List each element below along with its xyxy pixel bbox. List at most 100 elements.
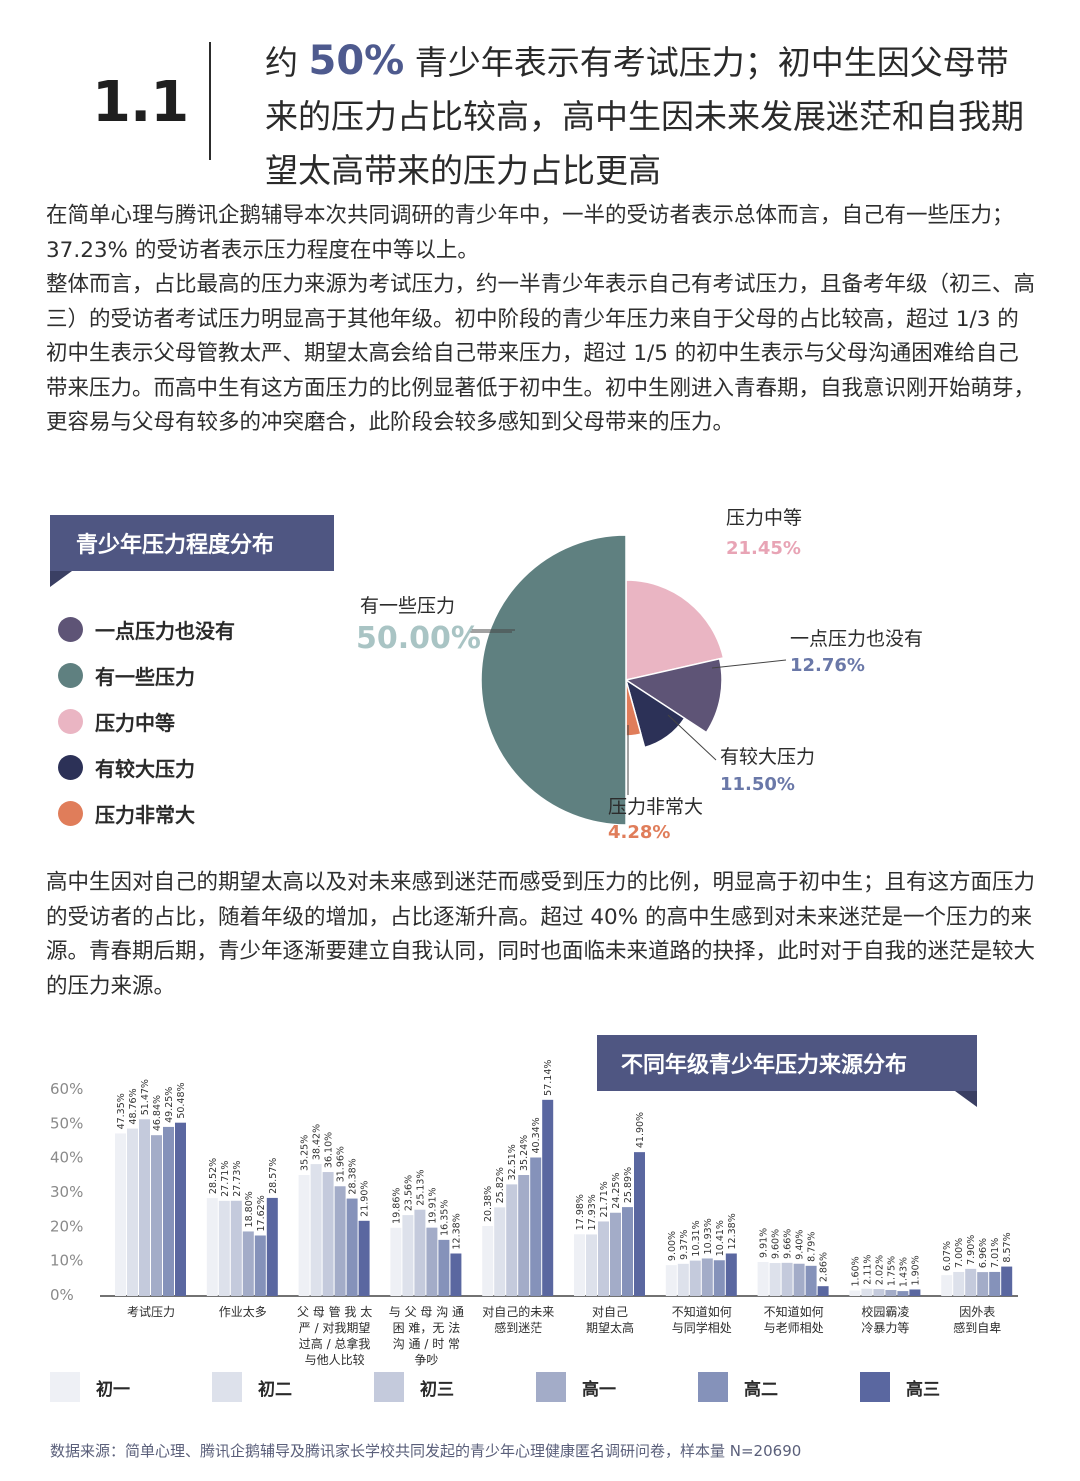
bar-value-label: 7.00% [954,1238,965,1268]
bar [310,1164,322,1296]
bar-chart-title-banner: 不同年级青少年压力来源分布 [597,1035,977,1091]
legend-item: 高二 [698,1372,848,1402]
bar-value-label: 2.86% [819,1252,830,1282]
y-tick-label: 0% [50,1286,74,1304]
y-tick-label: 60% [50,1080,83,1098]
bar-value-label: 25.82% [495,1167,506,1203]
bar-value-label: 27.71% [220,1161,231,1197]
intro-paragraph: 在简单心理与腾讯企鹅辅导本次共同调研的青少年中，一半的受访者表示总体而言，自己有… [46,203,1036,435]
bar-value-label: 10.93% [703,1218,714,1254]
bar [574,1234,585,1296]
bar-value-label: 49.25% [164,1087,175,1123]
bar [769,1263,781,1296]
category-label: 对自己 [592,1305,628,1319]
bar [254,1235,266,1296]
pie-slice [625,579,725,681]
bar-value-label: 27.73% [232,1161,243,1197]
bar [885,1289,897,1296]
bar [298,1174,310,1296]
bar-value-label: 17.98% [575,1194,586,1230]
bar-value-label: 35.24% [519,1135,530,1171]
category-label: 过高 / 总拿我 [299,1336,371,1351]
y-tick-label: 10% [50,1252,83,1270]
bar [242,1231,254,1296]
bar-value-label: 1.43% [898,1257,909,1287]
bar-value-label: 40.34% [531,1117,542,1153]
pie-slice-value: 21.45% [726,538,801,559]
bar-value-label: 9.91% [759,1228,770,1258]
category-label: 感到自卑 [953,1320,1001,1335]
bar-value-label: 28.38% [348,1158,359,1194]
category-label: 沟 通 / 时 常 [393,1337,460,1351]
bar [909,1289,921,1296]
pie-slice [624,657,723,734]
headline-highlight: 50% [308,38,405,84]
bar [610,1212,621,1296]
bar [358,1220,370,1296]
legend-item: 初二 [212,1372,362,1402]
bar [266,1197,278,1296]
legend-item: 高一 [536,1372,686,1402]
category-label: 不知道如何 [672,1304,732,1319]
legend-dot [58,662,83,688]
bar [414,1209,426,1296]
bar-value-label: 17.93% [587,1194,598,1230]
bar-value-label: 50.48% [176,1082,187,1118]
bar-value-label: 41.90% [635,1112,646,1148]
pie-slice [625,679,642,737]
bar [793,1263,805,1296]
category-label: 因外表 [959,1305,995,1319]
bar [163,1126,174,1296]
bar [530,1157,542,1296]
bar-value-label: 19.86% [391,1188,402,1224]
bar-value-label: 1.75% [886,1256,897,1286]
bar [725,1253,737,1296]
bar [677,1263,689,1296]
legend-dot [58,616,83,642]
pie-chart-title-banner: 青少年压力程度分布 [50,515,334,571]
bar-value-label: 10.31% [691,1220,702,1256]
legend-item: 初三 [374,1372,524,1402]
bar [861,1288,873,1296]
legend-item: 有较大压力 [58,744,235,790]
category-label: 父 母 管 我 太 [297,1304,372,1319]
bar [175,1122,186,1296]
bar-value-label: 7.90% [966,1235,977,1265]
bar [542,1099,554,1296]
legend-swatch [698,1372,728,1402]
legend-item: 压力中等 [58,698,235,744]
bar [989,1271,1001,1296]
bar-value-label: 2.02% [874,1255,885,1285]
bar [953,1271,965,1296]
legend-item: 压力非常大 [58,790,235,836]
bar [586,1234,597,1296]
bar-value-label: 35.25% [300,1135,311,1171]
bar [665,1265,677,1296]
bar [346,1198,358,1296]
headline-rest: 青少年表示有考试压力；初中生因父母带来的压力占比较高，高中生因未来发展迷茫和自我… [265,43,1024,190]
bar-value-label: 57.14% [543,1060,554,1096]
bar-value-label: 48.76% [128,1088,139,1124]
pie-slice-value: 50.00% [356,621,481,656]
bar [115,1133,126,1296]
category-label: 与他人比较 [305,1352,365,1367]
bar-value-label: 9.60% [771,1229,782,1259]
analysis-paragraph: 高中生因对自己的期望太高以及对未来感到迷茫而感受到压力的比例，明显高于初中生；且… [46,870,1036,999]
bar-value-label: 47.35% [116,1093,127,1129]
y-tick-label: 50% [50,1114,83,1132]
pie-slice-label: 有较大压力 [720,746,815,768]
bar [402,1215,414,1296]
legend-label: 高二 [744,1379,778,1400]
pie-slice-label: 压力非常大 [608,796,703,818]
bar [701,1258,713,1296]
bar-value-label: 19.91% [427,1187,438,1223]
bar-value-label: 12.38% [727,1213,738,1249]
category-label: 不知道如何 [764,1304,824,1319]
legend-label: 有较大压力 [95,756,195,781]
bar [757,1261,769,1296]
banner-fold [50,571,72,587]
category-label: 困 难，无 法 [393,1321,461,1335]
legend-label: 一点压力也没有 [95,618,235,643]
pie-slice [480,534,627,826]
section-number: 1.1 [92,70,189,135]
